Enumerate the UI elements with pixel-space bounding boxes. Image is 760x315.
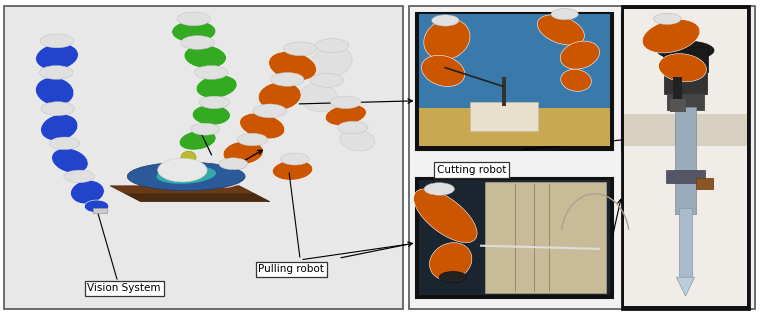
- Text: Cutting robot: Cutting robot: [437, 165, 506, 175]
- Circle shape: [551, 9, 578, 20]
- FancyBboxPatch shape: [624, 114, 747, 146]
- Circle shape: [283, 42, 317, 56]
- FancyBboxPatch shape: [485, 182, 606, 293]
- Ellipse shape: [429, 243, 472, 280]
- Ellipse shape: [269, 51, 316, 81]
- Ellipse shape: [340, 129, 375, 151]
- Ellipse shape: [658, 54, 707, 82]
- Ellipse shape: [560, 41, 600, 69]
- Circle shape: [337, 121, 368, 134]
- Ellipse shape: [273, 160, 312, 180]
- Ellipse shape: [127, 162, 245, 191]
- Ellipse shape: [300, 83, 338, 112]
- FancyBboxPatch shape: [675, 107, 696, 214]
- Ellipse shape: [84, 200, 109, 213]
- Circle shape: [195, 66, 228, 79]
- FancyBboxPatch shape: [624, 9, 747, 306]
- Circle shape: [237, 133, 268, 146]
- Ellipse shape: [561, 69, 591, 91]
- Ellipse shape: [36, 43, 78, 70]
- Circle shape: [280, 153, 309, 165]
- Ellipse shape: [157, 166, 216, 184]
- Ellipse shape: [413, 189, 477, 243]
- Circle shape: [424, 183, 454, 195]
- Circle shape: [41, 102, 74, 116]
- Ellipse shape: [239, 113, 285, 139]
- FancyBboxPatch shape: [419, 108, 610, 146]
- FancyBboxPatch shape: [419, 14, 610, 146]
- Circle shape: [181, 36, 214, 49]
- Polygon shape: [125, 194, 270, 202]
- Circle shape: [310, 73, 344, 87]
- Ellipse shape: [179, 130, 216, 150]
- Ellipse shape: [181, 151, 196, 164]
- Circle shape: [49, 137, 80, 150]
- Ellipse shape: [537, 15, 584, 45]
- FancyBboxPatch shape: [93, 208, 107, 213]
- Circle shape: [432, 15, 459, 26]
- FancyBboxPatch shape: [622, 13, 749, 150]
- Ellipse shape: [258, 82, 301, 110]
- Polygon shape: [676, 277, 695, 296]
- FancyBboxPatch shape: [416, 178, 613, 298]
- Ellipse shape: [52, 148, 88, 173]
- FancyBboxPatch shape: [696, 178, 713, 189]
- Ellipse shape: [172, 20, 216, 43]
- Circle shape: [40, 34, 74, 48]
- FancyBboxPatch shape: [4, 6, 403, 309]
- FancyBboxPatch shape: [622, 6, 749, 309]
- Ellipse shape: [642, 20, 700, 53]
- Ellipse shape: [424, 19, 470, 60]
- Ellipse shape: [325, 105, 366, 125]
- Ellipse shape: [71, 180, 104, 204]
- Ellipse shape: [41, 114, 78, 141]
- Circle shape: [177, 12, 211, 26]
- Circle shape: [191, 123, 220, 135]
- FancyBboxPatch shape: [419, 180, 610, 295]
- Circle shape: [40, 66, 73, 79]
- Ellipse shape: [192, 105, 230, 125]
- FancyBboxPatch shape: [624, 14, 747, 146]
- Ellipse shape: [177, 170, 206, 180]
- Ellipse shape: [422, 55, 464, 86]
- Circle shape: [219, 158, 248, 170]
- Ellipse shape: [223, 141, 263, 164]
- Circle shape: [271, 72, 304, 86]
- Ellipse shape: [309, 48, 352, 78]
- Circle shape: [654, 13, 681, 25]
- FancyBboxPatch shape: [409, 6, 755, 309]
- FancyBboxPatch shape: [670, 99, 686, 112]
- Ellipse shape: [36, 77, 74, 106]
- FancyBboxPatch shape: [679, 208, 692, 277]
- Ellipse shape: [657, 41, 714, 60]
- Ellipse shape: [171, 171, 190, 177]
- FancyBboxPatch shape: [664, 71, 707, 94]
- FancyBboxPatch shape: [416, 13, 613, 150]
- Text: Pulling robot: Pulling robot: [258, 264, 325, 274]
- FancyBboxPatch shape: [673, 77, 682, 102]
- FancyBboxPatch shape: [666, 170, 705, 183]
- Ellipse shape: [196, 75, 237, 98]
- FancyBboxPatch shape: [470, 102, 538, 131]
- Circle shape: [64, 170, 94, 183]
- Ellipse shape: [206, 165, 242, 187]
- Circle shape: [331, 96, 361, 109]
- Circle shape: [199, 96, 230, 109]
- Polygon shape: [110, 186, 255, 194]
- Ellipse shape: [158, 158, 207, 182]
- FancyBboxPatch shape: [667, 93, 704, 110]
- Circle shape: [253, 104, 287, 118]
- Ellipse shape: [184, 45, 226, 68]
- Circle shape: [439, 272, 467, 283]
- FancyBboxPatch shape: [502, 77, 506, 106]
- Text: Vision System: Vision System: [87, 283, 161, 293]
- Circle shape: [315, 39, 349, 53]
- FancyBboxPatch shape: [663, 47, 708, 72]
